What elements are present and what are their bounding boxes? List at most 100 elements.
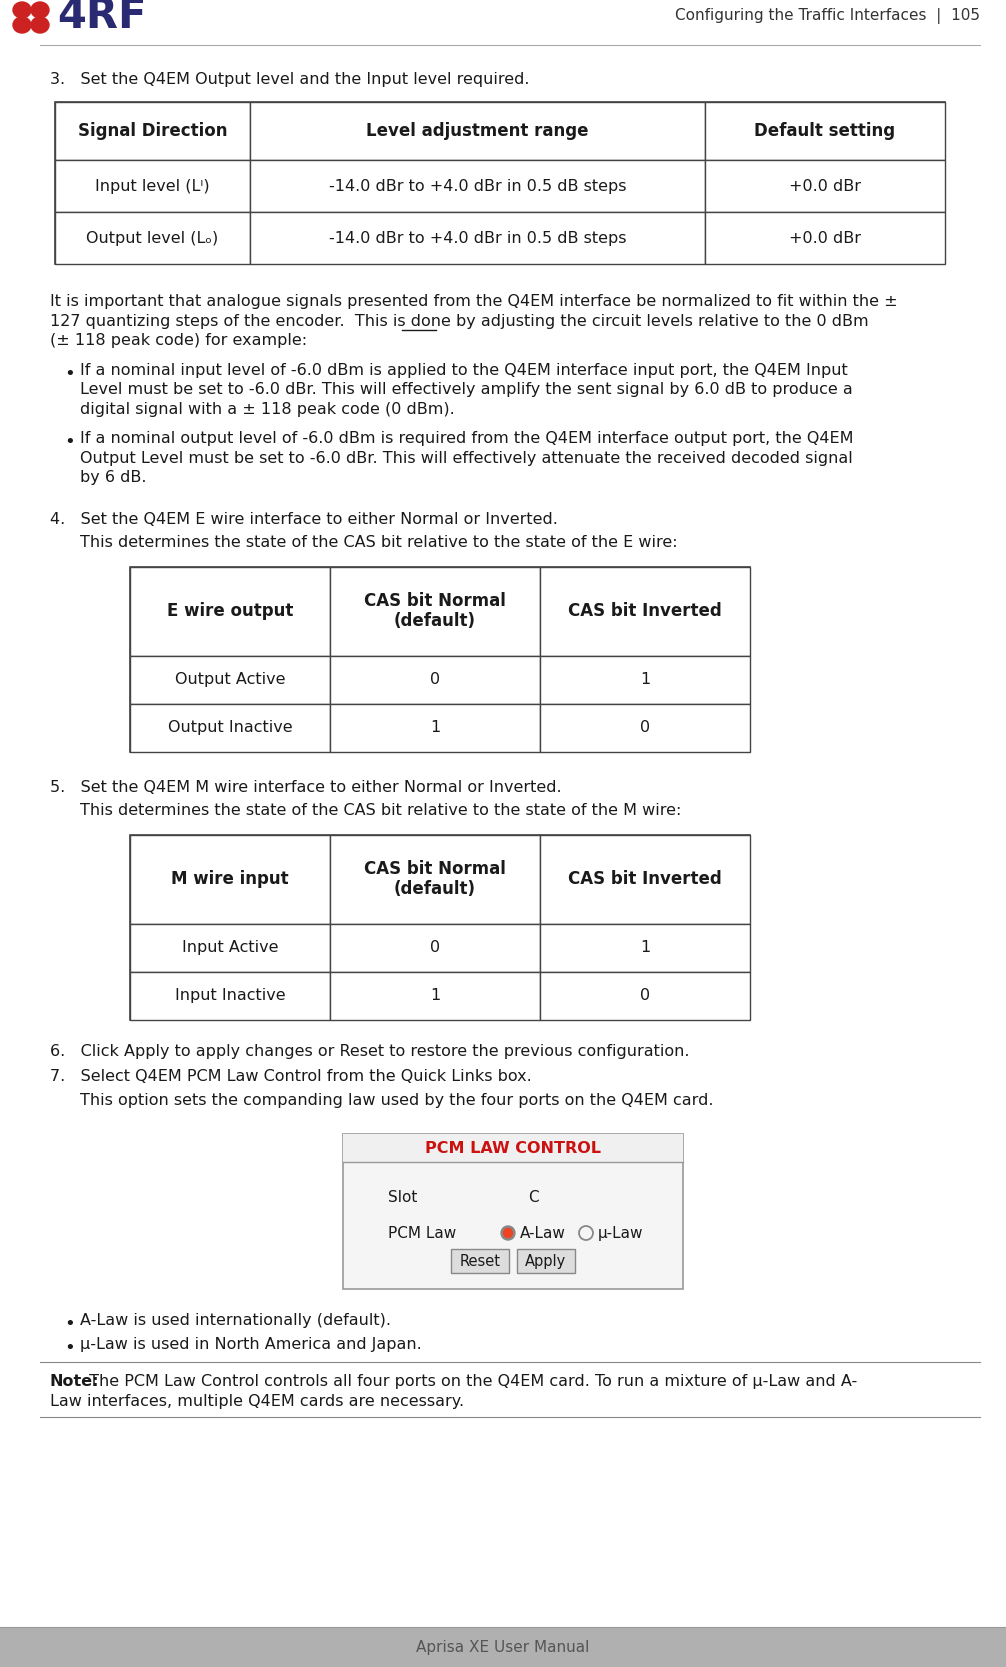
- Text: Aprisa XE User Manual: Aprisa XE User Manual: [416, 1640, 590, 1655]
- Text: 1: 1: [430, 989, 440, 1004]
- Bar: [343, 1134, 683, 1162]
- Text: 0: 0: [430, 672, 440, 687]
- Bar: [343, 1134, 683, 1289]
- Bar: [540, 703, 750, 752]
- Text: If a nominal input level of -6.0 dBm is applied to the Q4EM interface input port: If a nominal input level of -6.0 dBm is …: [80, 362, 848, 377]
- Ellipse shape: [13, 2, 31, 18]
- Circle shape: [503, 1229, 512, 1237]
- Bar: [130, 567, 330, 655]
- Text: Configuring the Traffic Interfaces  |  105: Configuring the Traffic Interfaces | 105: [675, 8, 980, 23]
- Text: Level adjustment range: Level adjustment range: [366, 122, 589, 140]
- Text: •: •: [64, 365, 74, 382]
- Text: •: •: [64, 433, 74, 452]
- Text: •: •: [64, 1315, 74, 1334]
- Text: Input Inactive: Input Inactive: [175, 989, 286, 1004]
- Text: This option sets the companding law used by the four ports on the Q4EM card.: This option sets the companding law used…: [80, 1092, 713, 1107]
- Bar: [55, 212, 250, 263]
- Bar: [55, 102, 945, 263]
- Text: 1: 1: [640, 672, 650, 687]
- Bar: [540, 924, 750, 972]
- Circle shape: [501, 1225, 515, 1240]
- Text: Input Active: Input Active: [182, 940, 279, 955]
- Bar: [540, 655, 750, 703]
- Ellipse shape: [13, 17, 31, 33]
- Bar: [330, 655, 540, 703]
- Bar: [0, 1627, 1006, 1667]
- Text: If a nominal output level of -6.0 dBm is required from the Q4EM interface output: If a nominal output level of -6.0 dBm is…: [80, 432, 853, 447]
- Bar: [250, 102, 705, 160]
- Text: 4.   Set the Q4EM E wire interface to either Normal or Inverted.: 4. Set the Q4EM E wire interface to eith…: [50, 512, 558, 527]
- Text: μ-Law is used in North America and Japan.: μ-Law is used in North America and Japan…: [80, 1337, 422, 1352]
- Bar: [330, 972, 540, 1020]
- Text: -14.0 dBr to +4.0 dBr in 0.5 dB steps: -14.0 dBr to +4.0 dBr in 0.5 dB steps: [329, 178, 627, 193]
- Bar: [130, 703, 330, 752]
- Bar: [517, 1249, 575, 1274]
- Bar: [330, 835, 540, 924]
- Text: +0.0 dBr: +0.0 dBr: [789, 230, 861, 245]
- Bar: [250, 160, 705, 212]
- Bar: [130, 835, 750, 1020]
- Text: Output Inactive: Output Inactive: [168, 720, 293, 735]
- Text: μ-Law: μ-Law: [598, 1225, 644, 1240]
- Bar: [130, 972, 330, 1020]
- Bar: [330, 924, 540, 972]
- Bar: [705, 212, 945, 263]
- Bar: [540, 835, 750, 924]
- Text: digital signal with a ± 118 peak code (0 dBm).: digital signal with a ± 118 peak code (0…: [80, 402, 455, 417]
- Text: Output Active: Output Active: [175, 672, 286, 687]
- Bar: [705, 102, 945, 160]
- Text: CAS bit Normal
(default): CAS bit Normal (default): [364, 592, 506, 630]
- Text: 3.   Set the Q4EM Output level and the Input level required.: 3. Set the Q4EM Output level and the Inp…: [50, 72, 529, 87]
- Text: Output Level must be set to -6.0 dBr. This will effectively attenuate the receiv: Output Level must be set to -6.0 dBr. Th…: [80, 450, 853, 465]
- Text: A-Law: A-Law: [520, 1225, 565, 1240]
- Text: This determines the state of the CAS bit relative to the state of the M wire:: This determines the state of the CAS bit…: [80, 803, 681, 818]
- Text: Signal Direction: Signal Direction: [77, 122, 227, 140]
- Ellipse shape: [31, 2, 49, 18]
- Text: Slot: Slot: [388, 1190, 417, 1205]
- Text: 4RF: 4RF: [57, 0, 147, 37]
- Text: CAS bit Inverted: CAS bit Inverted: [568, 602, 722, 620]
- Text: Default setting: Default setting: [754, 122, 895, 140]
- Text: CAS bit Inverted: CAS bit Inverted: [568, 870, 722, 889]
- Text: -14.0 dBr to +4.0 dBr in 0.5 dB steps: -14.0 dBr to +4.0 dBr in 0.5 dB steps: [329, 230, 627, 245]
- Text: 127 quantizing steps of the encoder.  This is done by adjusting the circuit leve: 127 quantizing steps of the encoder. Thi…: [50, 313, 868, 328]
- Bar: [705, 160, 945, 212]
- Text: 6.   Click Apply to apply changes or Reset to restore the previous configuration: 6. Click Apply to apply changes or Reset…: [50, 1044, 689, 1059]
- Text: This determines the state of the CAS bit relative to the state of the E wire:: This determines the state of the CAS bit…: [80, 535, 678, 550]
- Text: Apply: Apply: [525, 1254, 566, 1269]
- Text: Input level (Lᴵ): Input level (Lᴵ): [96, 178, 210, 193]
- Text: 0: 0: [640, 720, 650, 735]
- Text: Law interfaces, multiple Q4EM cards are necessary.: Law interfaces, multiple Q4EM cards are …: [50, 1394, 464, 1409]
- Text: Reset: Reset: [460, 1254, 501, 1269]
- Text: •: •: [64, 1339, 74, 1357]
- Text: PCM LAW CONTROL: PCM LAW CONTROL: [425, 1140, 601, 1155]
- Text: Note:: Note:: [50, 1374, 100, 1389]
- Bar: [540, 567, 750, 655]
- Text: C: C: [528, 1190, 538, 1205]
- Text: 0: 0: [640, 989, 650, 1004]
- Text: 1: 1: [430, 720, 440, 735]
- Text: 7.   Select Q4EM PCM Law Control from the Quick Links box.: 7. Select Q4EM PCM Law Control from the …: [50, 1069, 532, 1084]
- Text: It is important that analogue signals presented from the Q4EM interface be norma: It is important that analogue signals pr…: [50, 293, 897, 308]
- Bar: [130, 924, 330, 972]
- Bar: [330, 567, 540, 655]
- Text: M wire input: M wire input: [171, 870, 289, 889]
- Text: PCM Law: PCM Law: [388, 1225, 457, 1240]
- Bar: [130, 567, 750, 752]
- Text: 0: 0: [430, 940, 440, 955]
- Text: by 6 dB.: by 6 dB.: [80, 470, 147, 485]
- Text: The PCM Law Control controls all four ports on the Q4EM card. To run a mixture o: The PCM Law Control controls all four po…: [85, 1374, 858, 1389]
- Bar: [55, 160, 250, 212]
- Bar: [55, 102, 250, 160]
- Text: +0.0 dBr: +0.0 dBr: [789, 178, 861, 193]
- Bar: [451, 1249, 509, 1274]
- Bar: [330, 703, 540, 752]
- Bar: [130, 835, 330, 924]
- Text: Level must be set to -6.0 dBr. This will effectively amplify the sent signal by : Level must be set to -6.0 dBr. This will…: [80, 382, 853, 397]
- Bar: [540, 972, 750, 1020]
- Bar: [250, 212, 705, 263]
- Text: (± 118 peak code) for example:: (± 118 peak code) for example:: [50, 333, 307, 348]
- Text: E wire output: E wire output: [167, 602, 293, 620]
- Ellipse shape: [31, 17, 49, 33]
- Text: 1: 1: [640, 940, 650, 955]
